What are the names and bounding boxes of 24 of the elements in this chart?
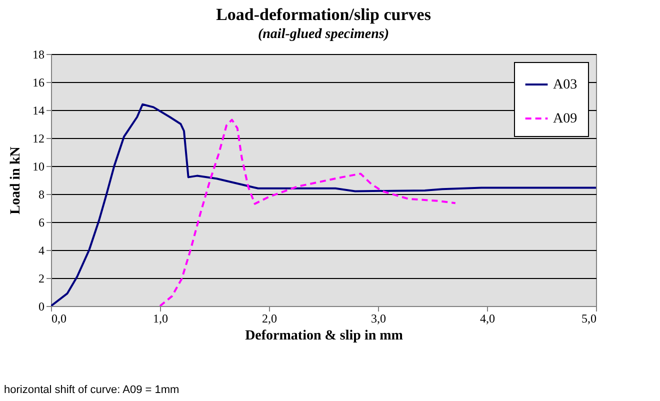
line-series (159, 118, 456, 306)
x-axis-title: Deformation & slip in mm (245, 328, 404, 344)
y-tick-label: 16 (32, 76, 44, 90)
x-tick-label: 4,0 (480, 312, 495, 326)
y-tick-label: 14 (32, 104, 44, 118)
text: horizontal shift of curve: A09 = 1mm (4, 384, 180, 396)
y-tick-label: 2 (38, 272, 44, 286)
legend-label: A03 (553, 78, 578, 92)
y-tick-label: 12 (32, 132, 44, 146)
y-tick-label: 10 (32, 160, 44, 174)
y-tick-label: 4 (38, 244, 44, 258)
y-axis-title: Load in kN (8, 146, 24, 214)
x-tick-label: 1,0 (153, 312, 168, 326)
legend-label: A09 (553, 112, 578, 126)
y-tick-label: 6 (38, 216, 44, 230)
x-tick-label: 0,0 (52, 312, 66, 326)
chart-title: Load-deformation/slip curves (216, 5, 432, 24)
x-tick-label: 5,0 (582, 312, 596, 326)
y-tick-label: 18 (32, 48, 44, 62)
chart-subtitle: (nail-glued specimens) (258, 27, 390, 42)
y-tick-label: 8 (38, 188, 44, 202)
y-tick-label: 0 (38, 300, 44, 314)
x-tick-label: 2,0 (262, 312, 277, 326)
x-tick-label: 3,0 (371, 312, 386, 326)
